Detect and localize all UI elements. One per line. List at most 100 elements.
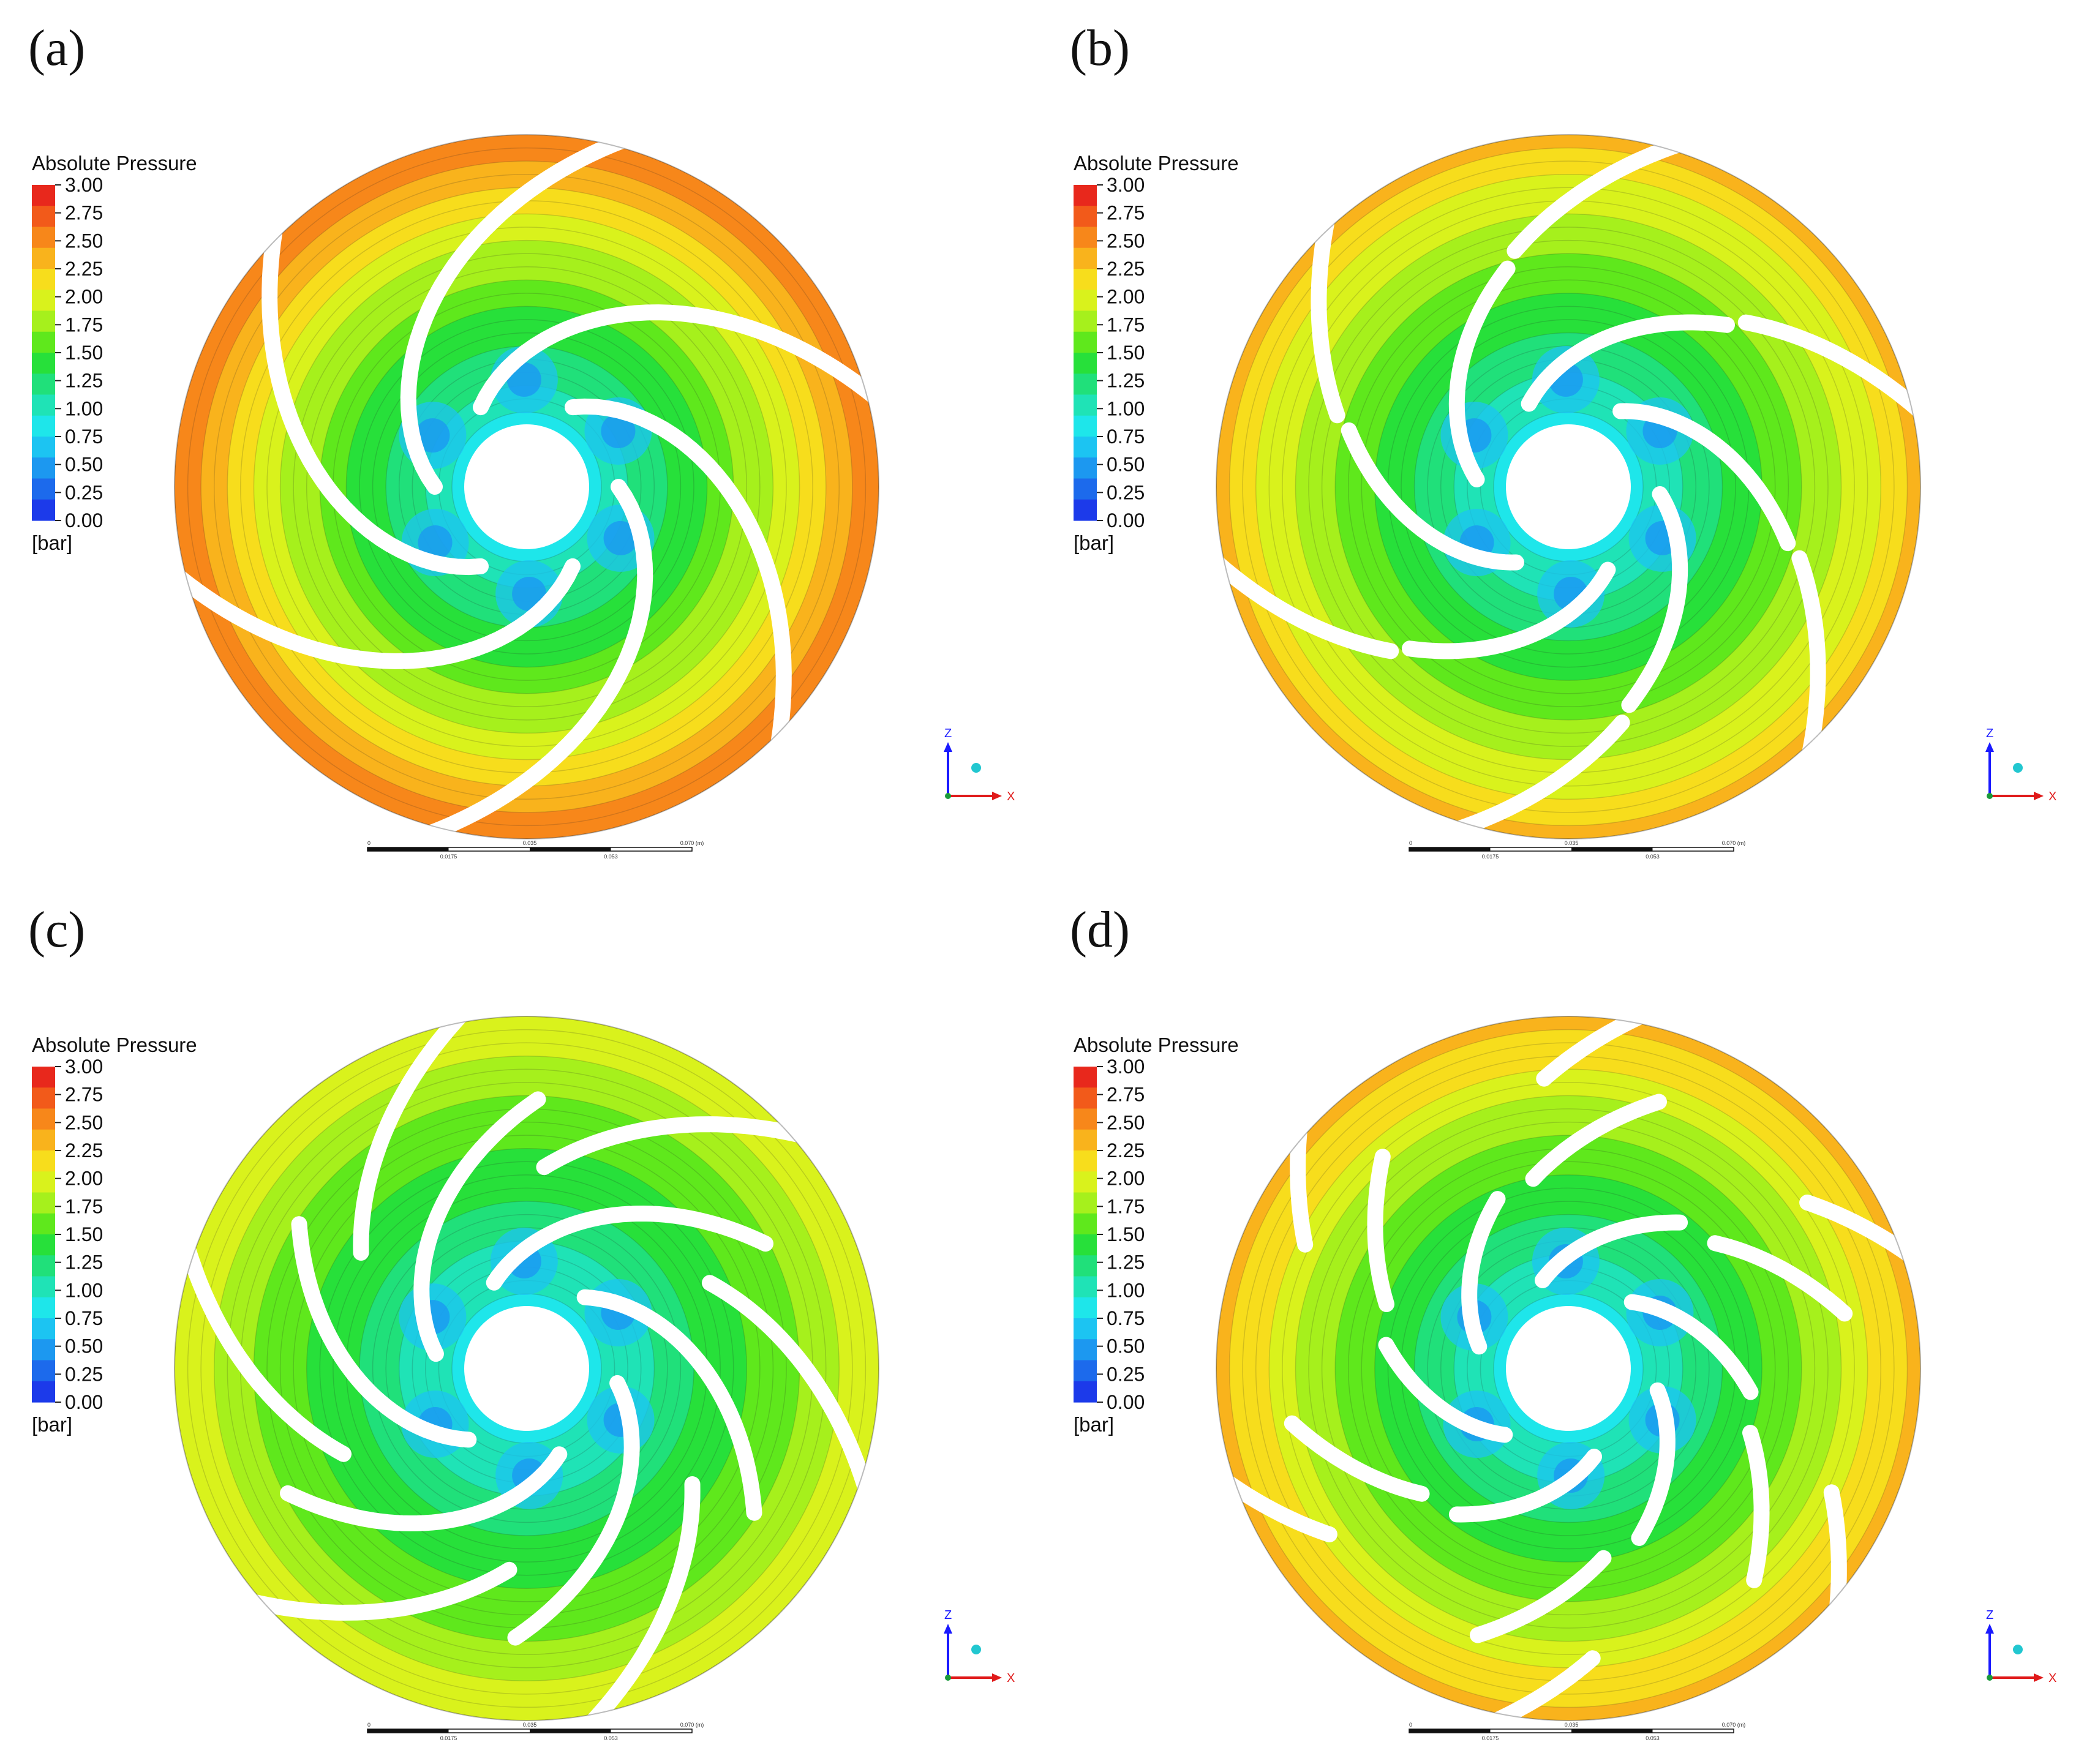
blade (400, 479, 653, 849)
blade-segment (1525, 1094, 1667, 1187)
legend-tick-label: 1.50 (65, 1223, 103, 1245)
blade-main (486, 1205, 773, 1291)
blade-splitter (353, 997, 479, 1261)
hub (464, 424, 589, 549)
legend-swatch (32, 1339, 55, 1361)
legend-tick-label: 1.50 (65, 342, 103, 364)
legend-swatch (1074, 1213, 1097, 1235)
blade (261, 199, 489, 576)
scale-label: 0.0175 (440, 854, 457, 860)
blade-splitter (176, 1228, 352, 1462)
blade-segment (1448, 1449, 1602, 1523)
scale-label: 0 (1409, 1722, 1412, 1728)
legend-tick-label: 2.25 (1107, 258, 1145, 280)
blade-segment (1200, 1460, 1337, 1542)
blade-outer (1311, 199, 1345, 424)
blade-segment (1367, 1149, 1394, 1312)
legend-tick-label: 1.00 (1107, 1279, 1145, 1301)
axis-triad: ZX (944, 727, 1015, 803)
impeller-contour: ZX0 0.035 0.070 (m)0.0175 0.053 (1200, 999, 2056, 1741)
hub (1506, 424, 1631, 549)
legend-swatch (32, 1381, 55, 1403)
x-axis-label: X (2048, 1672, 2056, 1685)
blade-segment (1378, 1337, 1513, 1443)
legend-tick-label: 2.75 (1107, 1084, 1145, 1106)
blade-segment (1470, 1550, 1612, 1643)
legend-swatch (32, 290, 55, 312)
legend-swatch (1074, 415, 1097, 437)
z-arrowhead (1985, 742, 1994, 752)
legend-tick-label: 1.50 (1107, 1223, 1145, 1245)
blade-segment (1631, 1382, 1676, 1546)
z-arrowhead (944, 1624, 952, 1634)
blade-segment (1461, 1191, 1506, 1355)
x-axis-label: X (2048, 790, 2056, 803)
legend-tick-label: 0.00 (1107, 1391, 1145, 1413)
legend-swatch (1074, 1360, 1097, 1382)
legend-swatch (1074, 1171, 1097, 1193)
legend-swatch (32, 269, 55, 290)
impeller-rim (1216, 134, 1921, 839)
blade-main (413, 1091, 546, 1362)
legend-tick-label: 0.25 (1107, 481, 1145, 503)
legend-tick-label: 1.00 (1107, 397, 1145, 419)
legend-swatch (32, 415, 55, 437)
legend-swatch (32, 478, 55, 500)
impeller-blades (1199, 132, 1938, 841)
blade-outer (1507, 132, 1699, 259)
legend-swatch (32, 1171, 55, 1193)
blade-main (280, 1446, 568, 1532)
blade-segment (1707, 1235, 1853, 1322)
legend-tick-label: 2.50 (1107, 1111, 1145, 1133)
legend-swatch (1074, 394, 1097, 416)
legend-swatch (1074, 1318, 1097, 1340)
blade-outer (1199, 546, 1399, 659)
origin (1987, 793, 1993, 799)
scale-label: 0 (1409, 840, 1412, 846)
blade-main (576, 1289, 762, 1521)
legend-swatch (1074, 1108, 1097, 1130)
legend-tick-label: 1.75 (65, 1195, 103, 1217)
legend-swatch (32, 247, 55, 269)
y-axis-dot (2013, 1645, 2023, 1654)
scale-bar: 0 0.035 0.070 (m) 0.0175 0.053 (1409, 1722, 1745, 1741)
axis-triad: ZX (1985, 1608, 2056, 1685)
blade-outer (1737, 314, 1938, 428)
axis-triad: ZX (944, 1608, 1015, 1685)
legend-swatch (32, 437, 55, 458)
legend-tick-label: 0.50 (65, 454, 103, 476)
blade (152, 553, 581, 669)
blade-segment (1799, 1195, 1936, 1277)
legend-tick-label: 1.75 (1107, 1195, 1145, 1217)
scale-label: 0.0175 (1482, 1735, 1499, 1741)
scale-bar-segment (530, 847, 611, 851)
z-axis-label: Z (1986, 1608, 1993, 1622)
scale-label: 0 (367, 1722, 371, 1728)
legend-swatch (32, 227, 55, 249)
legend-tick-label: 2.50 (65, 1111, 103, 1133)
blade-inner (1521, 314, 1735, 412)
blade-splitter (232, 1561, 517, 1621)
legend-tick-label: 3.00 (1107, 174, 1145, 196)
hub (464, 1306, 589, 1431)
scale-bar: 0 0.035 0.070 (m) 0.0175 0.053 (1409, 840, 1745, 860)
legend-tick-label: 2.25 (65, 258, 103, 280)
legend-unit: [bar] (1074, 1413, 1115, 1436)
scale-label: 0.035 (523, 1722, 537, 1728)
legend-tick-label: 0.50 (1107, 1335, 1145, 1357)
blade-main (291, 1216, 477, 1448)
legend-swatch (32, 1150, 55, 1172)
legend-tick-label: 0.75 (1107, 426, 1145, 448)
legend-swatch (1074, 373, 1097, 396)
blade-segment (1536, 999, 1671, 1087)
blade-segment (1284, 1415, 1430, 1502)
legend-swatch (1074, 1276, 1097, 1298)
blade (400, 124, 653, 495)
legend-tick-label: 2.00 (1107, 286, 1145, 308)
legend-tick-label: 3.00 (65, 1056, 103, 1078)
legend-tick-label: 2.25 (1107, 1139, 1145, 1162)
legend-title: Absolute Pressure (1074, 152, 1239, 175)
impeller-contour: ZX0 0.035 0.070 (m)0.0175 0.053 (174, 997, 1015, 1741)
x-arrowhead (992, 1673, 1002, 1682)
blade-segment (1535, 1214, 1688, 1288)
